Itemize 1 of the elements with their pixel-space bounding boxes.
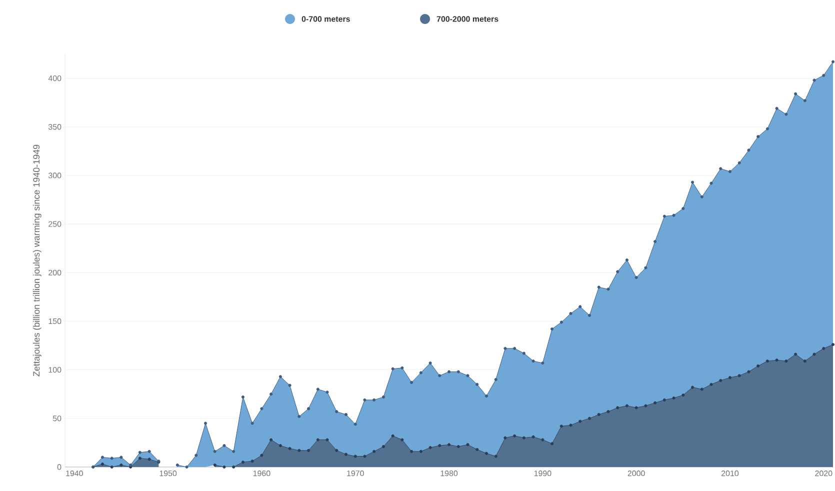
y-axis-title: Zettajoules (billion trillion joules) warming since 1940-1949 (32, 144, 42, 376)
